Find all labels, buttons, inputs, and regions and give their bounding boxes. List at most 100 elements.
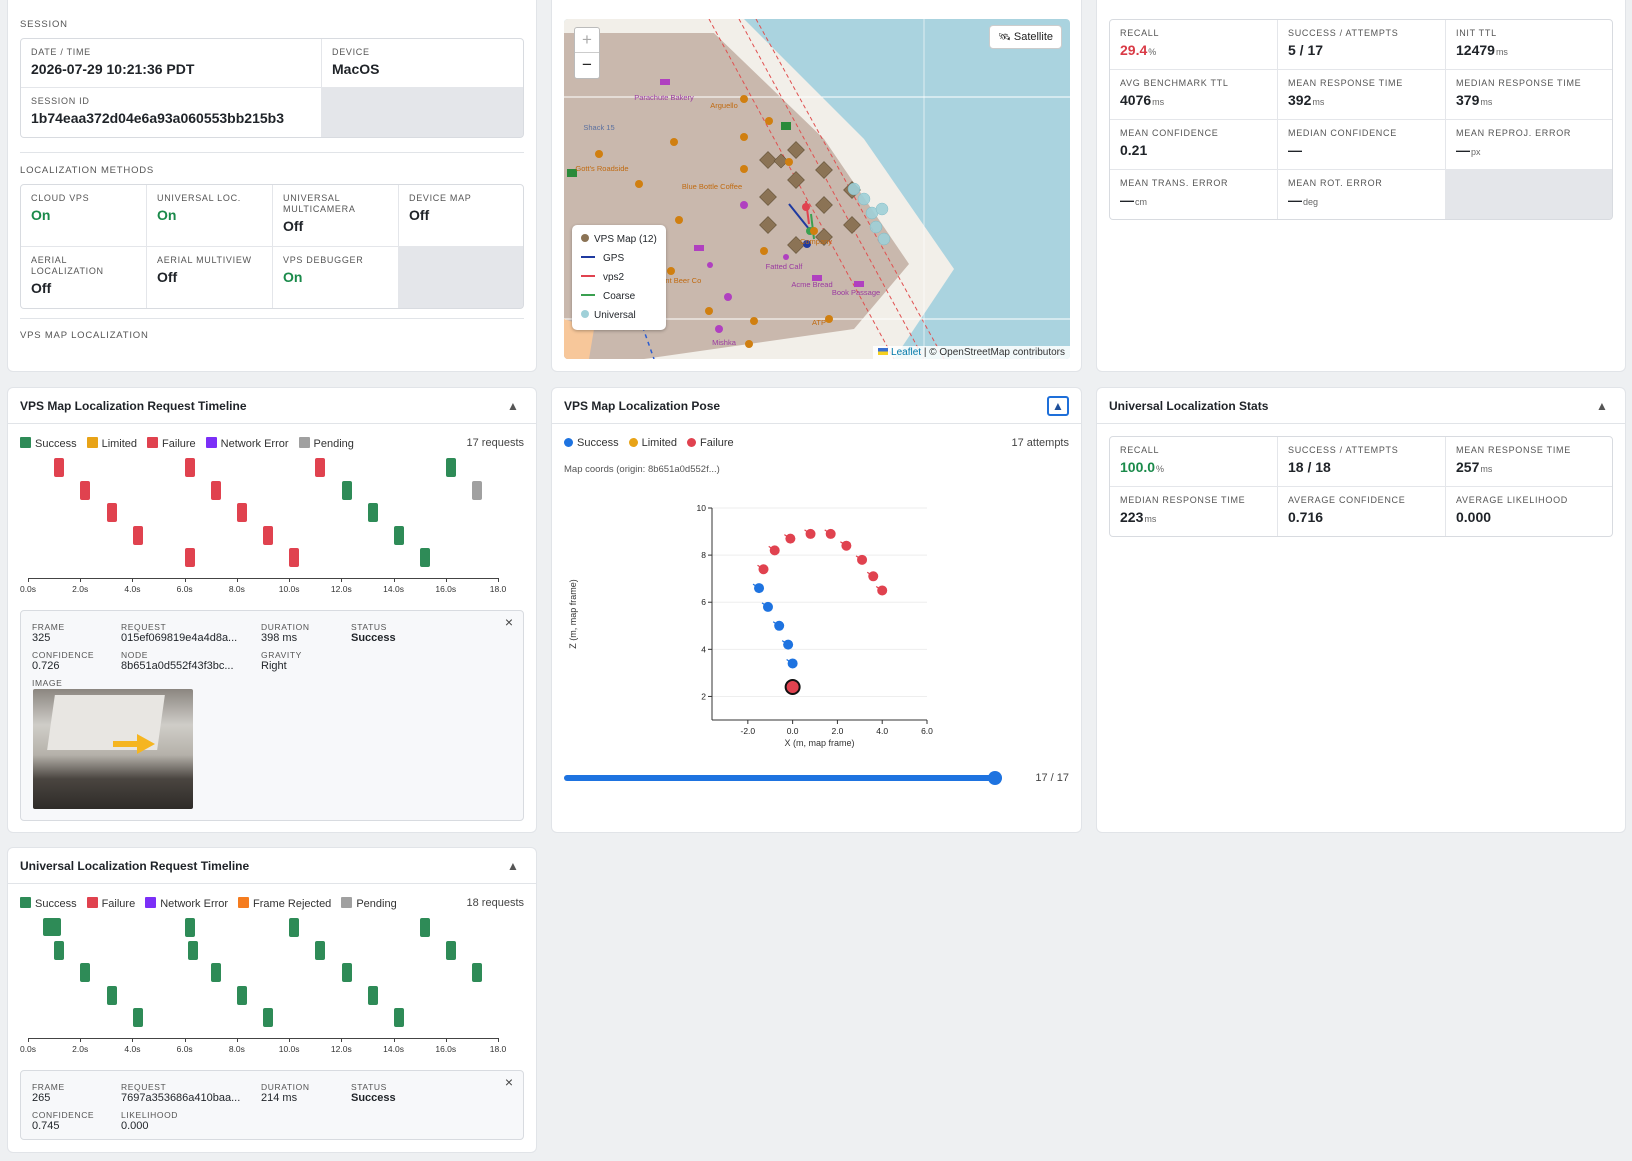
duration-value: 214 ms [261,1092,298,1104]
collapse-icon[interactable]: ▲ [1596,398,1608,413]
pose-scatter-chart[interactable]: 2 4 6 8 10 -2.0 0.0 2.0 4.0 6.0 X (m, map frame) Z … [562,498,982,768]
node-label: NODE [121,650,148,660]
timeline-bar[interactable] [263,525,274,545]
pose-point[interactable] [868,571,879,582]
timeline-bar[interactable] [289,918,300,937]
stat-value: — [1288,192,1302,208]
likelihood-label: LIKELIHOOD [121,1110,179,1120]
loc-method-label: CLOUD VPS [31,193,90,203]
timeline-bar[interactable] [315,940,326,960]
leaflet-link[interactable]: Leaflet [891,347,922,358]
map-view[interactable]: Parachute Bakery Arguello Shack 15 Gott'… [564,19,1070,359]
timeline-bar[interactable] [132,1008,143,1027]
pose-point[interactable] [841,540,852,551]
legend-label: Universal [594,310,636,321]
confidence-label: CONFIDENCE [32,1110,95,1120]
pose-point[interactable] [857,554,868,565]
timeline-bar[interactable] [80,480,91,500]
timeline-bar[interactable] [367,503,378,522]
timeline-bar[interactable] [184,458,195,477]
y-tick-label: 4 [701,644,706,654]
zoom-out-button[interactable]: − [582,55,592,74]
timeline-bar[interactable] [106,503,117,522]
timeline-bar[interactable] [184,548,195,567]
stat-value: — [1288,142,1302,158]
timeline-bar[interactable] [446,458,456,477]
timeline-bar[interactable] [54,458,65,477]
timeline-bar[interactable] [106,985,117,1005]
universal-timeline-header: Universal Localization Request Timeline … [8,848,536,884]
axis-tick-mark [498,1038,499,1042]
timeline-bar[interactable] [237,985,248,1005]
pose-attempt-count: 17 attempts [1011,437,1069,449]
universal-stats-header: Universal Localization Stats ▲ [1097,388,1625,424]
timeline-bar[interactable] [187,940,198,960]
timeline-bar[interactable] [393,525,404,545]
timeline-bar[interactable] [315,458,326,477]
stat-unit: ms [1144,514,1157,524]
timeline-bar[interactable] [341,963,352,982]
close-detail-button[interactable]: × [504,614,513,630]
timeline-bar[interactable] [341,480,352,500]
collapse-icon[interactable]: ▲ [507,858,519,873]
axis-tick-mark [184,1038,186,1042]
timeline-bar[interactable] [211,963,221,982]
axis-tick-mark [445,1038,447,1042]
legend-swatch-icon [86,437,98,448]
pose-point[interactable] [762,601,773,612]
collapse-icon[interactable]: ▲ [507,398,519,413]
timeline-bar[interactable] [132,525,143,545]
stat-label: MEAN REPROJ. ERROR [1456,128,1572,138]
timeline-bar[interactable] [289,548,300,567]
loc-method-label: UNIVERSAL MULTICAMERA [283,193,356,214]
pose-point[interactable] [754,583,765,594]
timeline-bar[interactable] [237,503,248,522]
frame-value: 325 [32,632,51,644]
timeline-bar[interactable] [446,940,456,960]
y-tick-label: 2 [701,691,706,701]
timeline-bar[interactable] [472,480,483,500]
timeline-bar[interactable] [367,985,378,1005]
satellite-button[interactable]: 🛰 Satellite [989,25,1062,49]
axis-tick-label: 10.0s [278,584,300,594]
pose-point[interactable] [825,528,836,539]
timeline-bar[interactable] [211,480,221,500]
timeline-bar[interactable] [263,1008,274,1027]
timeline-bar[interactable] [419,548,430,567]
collapse-icon[interactable]: ▲ [1047,395,1069,416]
timeline-bar[interactable] [80,963,91,982]
slider-thumb[interactable] [988,771,1002,785]
stat-cell: MEAN RESPONSE TIME 392ms [1278,70,1445,119]
axis-tick-label: 18.0 [489,584,507,594]
pose-point[interactable] [787,658,798,669]
loc-method-cell: VPS DEBUGGER On [273,247,398,308]
status-value: Success [351,632,396,644]
pose-point[interactable] [783,639,794,650]
timeline-bar[interactable] [419,918,430,937]
stat-label: SUCCESS / ATTEMPTS [1288,445,1399,455]
close-detail-button[interactable]: × [504,1074,513,1090]
axis-tick-mark [80,1038,82,1042]
pose-point[interactable] [877,585,888,596]
pose-point[interactable] [805,528,816,539]
pose-point[interactable] [774,620,785,631]
pose-point[interactable] [785,533,796,544]
timeline-bar[interactable] [472,963,483,982]
zoom-in-button[interactable]: + [575,28,599,53]
legend-item: Frame Rejected [238,897,331,910]
timeline-bar[interactable] [393,1008,404,1027]
y-tick-label: 10 [697,503,707,513]
timeline-bar[interactable] [54,940,65,960]
stat-unit: ms [1495,47,1508,57]
stat-unit: cm [1135,197,1147,207]
timeline-bar[interactable] [184,918,195,937]
current-pose-point[interactable] [784,679,801,696]
timeline-bar[interactable] [42,918,61,936]
loc-method-value: On [31,207,51,223]
pose-slider[interactable] [564,771,1002,785]
pose-point[interactable] [758,564,769,575]
request-image[interactable] [33,689,193,809]
pose-point[interactable] [769,545,780,556]
stat-value: 0.716 [1288,509,1324,525]
map-panel: Parachute Bakery Arguello Shack 15 Gott'… [551,0,1082,372]
